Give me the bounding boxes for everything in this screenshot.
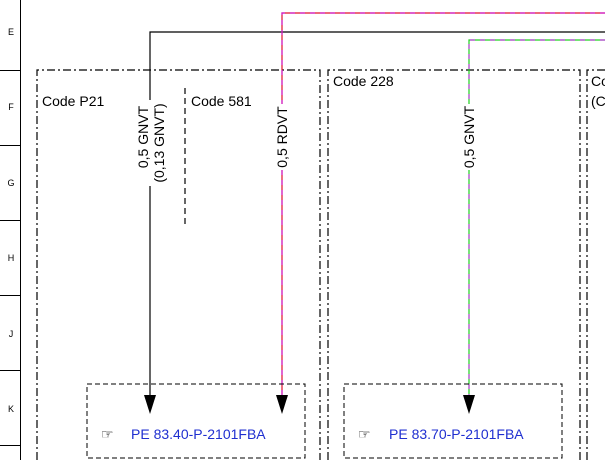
hand-icon: ☞ xyxy=(101,426,114,442)
wire-sublabel: (0,13 GNVT) xyxy=(151,103,167,182)
reference-link[interactable]: PE 83.70-P-2101FBA xyxy=(389,426,524,442)
label-backing xyxy=(463,104,475,170)
wires xyxy=(149,12,605,405)
zone-label: Code 581 xyxy=(191,93,252,109)
zone-label: Co xyxy=(591,73,605,89)
ruler xyxy=(0,0,21,460)
row-label: H xyxy=(8,253,15,263)
reference-link[interactable]: PE 83.40-P-2101FBA xyxy=(131,426,266,442)
row-label: G xyxy=(7,178,14,188)
label-backing xyxy=(136,100,166,186)
arrows xyxy=(144,395,475,414)
zone-boxes xyxy=(36,69,605,460)
row-label: F xyxy=(8,102,14,112)
label-backing xyxy=(276,104,288,170)
row-label: E xyxy=(8,27,14,37)
hand-icon: ☞ xyxy=(358,426,371,442)
reference-boxes xyxy=(86,383,563,459)
wire-label: 0,5 GNVT xyxy=(135,105,151,168)
row-label: J xyxy=(9,329,14,339)
wire-label: 0,5 GNVT xyxy=(461,105,477,168)
zone-label: Code P21 xyxy=(42,93,104,109)
zone-label: (C xyxy=(591,93,605,109)
wire-label: 0,5 RDVT xyxy=(274,106,290,168)
row-label: K xyxy=(8,404,14,414)
zone-label: Code 228 xyxy=(333,73,394,89)
